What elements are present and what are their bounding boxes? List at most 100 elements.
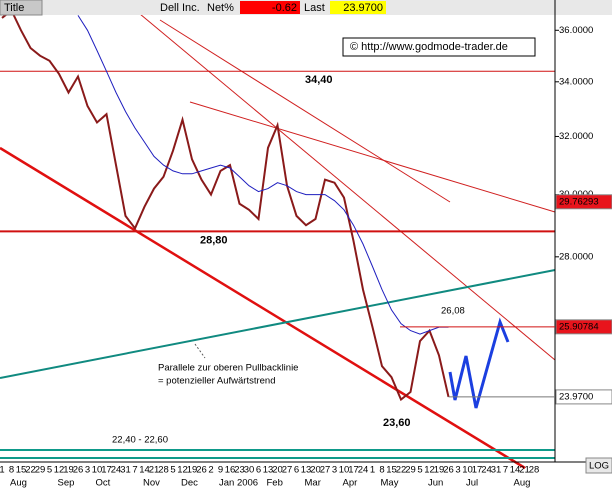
last-value: 23.9700 xyxy=(343,2,383,14)
x-tick-label: 7 xyxy=(132,465,137,476)
x-tick-label: 5 xyxy=(417,465,422,476)
copyright-box xyxy=(342,37,536,57)
price-tag xyxy=(555,319,612,335)
x-month-label: May xyxy=(381,478,399,489)
x-tick-label: 23 xyxy=(234,465,245,476)
price-tag-label: 23.9700 xyxy=(559,391,593,402)
x-tick-label: 5 xyxy=(170,465,175,476)
x-tick-label: 27 xyxy=(282,465,293,476)
level-label: 28,80 xyxy=(200,234,228,246)
x-tick-label: 22 xyxy=(396,465,407,476)
x-tick-label: 26 xyxy=(73,465,84,476)
net-value: -0.62 xyxy=(272,2,297,14)
x-tick-label: 3 xyxy=(332,465,337,476)
x-tick-label: 19 xyxy=(434,465,445,476)
last-label: Last xyxy=(304,2,325,14)
x-month-label: Mar xyxy=(305,478,321,489)
x-month-label: Oct xyxy=(96,478,111,489)
price-line xyxy=(1,8,450,402)
price-tag xyxy=(555,194,612,210)
x-tick-label: 1 xyxy=(370,465,375,476)
x-tick-label: 16 xyxy=(225,465,236,476)
trend-line xyxy=(0,269,556,379)
x-month-label: Jan 2006 xyxy=(219,478,258,489)
x-tick-label: 19 xyxy=(63,465,74,476)
x-month-label: Dec xyxy=(181,478,198,489)
x-month-label: Feb xyxy=(267,478,283,489)
x-month-label: Nov xyxy=(143,478,160,489)
net-box xyxy=(240,1,300,14)
point-label: 23,60 xyxy=(383,417,411,429)
x-tick-label: 19 xyxy=(187,465,198,476)
x-tick-label: 8 xyxy=(9,465,14,476)
x-tick-label: 21 xyxy=(519,465,530,476)
x-tick-label: 24 xyxy=(111,465,122,476)
x-tick-label: 6 xyxy=(294,465,299,476)
x-tick-label: 30 xyxy=(244,465,255,476)
annotation: = potenzieller Aufwärtstrend xyxy=(158,376,276,387)
x-tick-label: 24 xyxy=(481,465,492,476)
price-tag-label: 29.76293 xyxy=(559,196,599,207)
x-month-label: Apr xyxy=(343,478,358,489)
trend-line xyxy=(189,101,556,213)
x-tick-label: 27 xyxy=(320,465,331,476)
y-tick-label: 28.0000 xyxy=(559,251,593,262)
x-tick-label: 20 xyxy=(310,465,321,476)
x-tick-label: 10 xyxy=(92,465,103,476)
x-month-label: Jul xyxy=(466,478,478,489)
y-tick-label: 34.0000 xyxy=(559,76,593,87)
x-month-label: Aug xyxy=(514,478,531,489)
x-tick-label: 14 xyxy=(510,465,521,476)
x-tick-label: 22 xyxy=(25,465,36,476)
y-tick-label: 36.0000 xyxy=(559,25,593,36)
tab: Title xyxy=(4,2,24,14)
moving-average xyxy=(77,15,449,335)
x-tick-label: 1 xyxy=(0,465,5,476)
annotation: Parallele zur oberen Pullbacklinie xyxy=(158,363,298,374)
x-tick-label: 31 xyxy=(491,465,502,476)
trend-line xyxy=(0,146,526,470)
x-tick-label: 26 xyxy=(443,465,454,476)
x-tick-label: 17 xyxy=(472,465,483,476)
x-tick-label: 15 xyxy=(16,465,27,476)
x-tick-label: 28 xyxy=(158,465,169,476)
x-tick-label: 3 xyxy=(85,465,90,476)
x-tick-label: 6 xyxy=(256,465,261,476)
x-tick-label: 20 xyxy=(272,465,283,476)
copyright: © http://www.godmode-trader.de xyxy=(350,41,508,53)
x-tick-label: 9 xyxy=(218,465,223,476)
x-tick-label: 12 xyxy=(54,465,65,476)
x-tick-label: 12 xyxy=(424,465,435,476)
y-tick-label: 32.0000 xyxy=(559,131,593,142)
x-tick-label: 26 xyxy=(196,465,207,476)
x-tick-label: 13 xyxy=(263,465,274,476)
pointer xyxy=(194,343,206,359)
support-label: 22,40 - 22,60 xyxy=(112,434,168,445)
x-tick-label: 13 xyxy=(301,465,312,476)
x-tick-label: 2 xyxy=(208,465,213,476)
x-tick-label: 12 xyxy=(177,465,188,476)
x-month-label: Sep xyxy=(58,478,75,489)
chart-title: Dell Inc. xyxy=(160,2,200,14)
x-month-label: Jun xyxy=(428,478,443,489)
x-tick-label: 5 xyxy=(47,465,52,476)
x-tick-label: 28 xyxy=(529,465,540,476)
log-label: LOG xyxy=(589,461,609,472)
x-tick-label: 14 xyxy=(139,465,150,476)
level-label: 34,40 xyxy=(305,74,333,86)
x-tick-label: 29 xyxy=(405,465,416,476)
price-tag xyxy=(555,389,612,405)
log-box xyxy=(585,457,612,474)
x-tick-label: 31 xyxy=(120,465,131,476)
x-tick-label: 17 xyxy=(348,465,359,476)
x-tick-label: 7 xyxy=(503,465,508,476)
x-tick-label: 24 xyxy=(358,465,369,476)
trend-line xyxy=(159,19,451,203)
x-tick-label: 15 xyxy=(386,465,397,476)
x-tick-label: 21 xyxy=(149,465,160,476)
net-label: Net% xyxy=(207,2,234,14)
plot-area xyxy=(0,8,555,459)
price-tag-label: 25.90784 xyxy=(559,321,599,332)
x-tick-label: 8 xyxy=(379,465,384,476)
